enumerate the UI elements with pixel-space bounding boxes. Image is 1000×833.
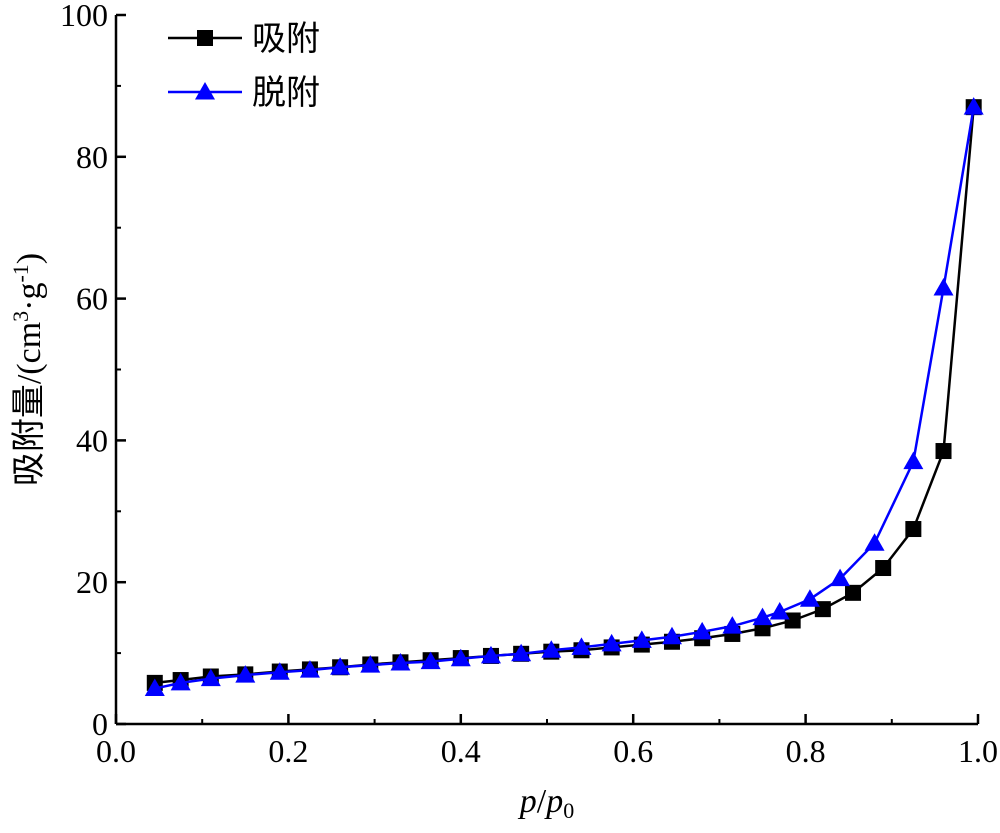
y-axis-title-main: 吸附量/(cm [11,322,48,486]
data-point [235,665,256,683]
data-point [601,633,622,652]
data-point [330,657,351,675]
data-point [541,640,562,658]
data-point [722,616,743,634]
data-point [784,612,801,629]
data-point [845,584,862,601]
data-point [903,451,924,470]
y-axis-title: 吸附量/(cm3·g-1) [8,253,48,486]
data-point [480,645,501,664]
y-axis-title-sup1: 3 [8,311,33,322]
data-point [571,637,592,655]
data-point [933,277,954,296]
x-axis-title-p0: p [544,783,563,820]
series-adsorption [146,99,982,691]
legend-entry-adsorption: 吸附 [168,21,320,58]
data-point [830,568,851,587]
data-point [661,626,682,645]
plot-area [144,97,984,697]
series-desorption [144,97,984,697]
series-line [154,106,975,690]
x-axis-title: p/p0 [518,783,574,823]
x-tick-label: 0.0 [96,733,136,769]
data-point [752,607,773,626]
data-point [299,660,320,678]
data-point [269,662,290,680]
x-tick-label: 0.8 [786,733,826,769]
data-point [420,651,441,670]
legend-marker [195,82,215,100]
data-point [144,678,165,697]
data-point [875,560,892,577]
data-point [692,621,713,640]
y-axis-title-sup2: -1 [8,264,33,282]
legend-entry-desorption: 脱附 [168,74,320,112]
x-tick-label: 0.2 [268,733,308,769]
legend-label: 吸附 [252,21,320,58]
legend-marker [197,30,213,46]
data-point [864,533,885,551]
y-tick-label: 80 [76,139,108,175]
y-axis-title-end: ) [11,253,48,264]
legend-label: 脱附 [252,74,320,112]
y-tick-label: 60 [76,281,108,317]
y-tick-label: 20 [76,564,108,600]
y-tick-label: 40 [76,422,108,458]
data-point [450,648,471,667]
x-axis-title-sub: 0 [563,798,574,823]
data-point [799,589,820,607]
data-point [963,97,984,115]
data-point [511,643,532,662]
data-point [200,668,221,687]
data-point [631,630,652,648]
axes: 0.0 0.2 0.4 0.6 0.8 1.0020406080100p/p0吸附量/(c… [8,0,998,823]
y-axis-title-mid: ·g [11,283,48,311]
x-axis-title-p: p [518,783,537,820]
y-tick-label: 100 [60,0,108,33]
y-tick-label: 0 [92,706,108,742]
data-point [390,653,411,671]
x-tick-label: 0.4 [441,733,481,769]
data-point [170,672,191,691]
x-tick-label: 0.6 [613,733,653,769]
x-tick-label: 1.0 [958,733,998,769]
x-axis-title-slash: / [537,783,547,820]
data-point [769,601,790,620]
data-point [360,655,381,673]
data-point [905,521,922,538]
data-point [935,443,952,460]
